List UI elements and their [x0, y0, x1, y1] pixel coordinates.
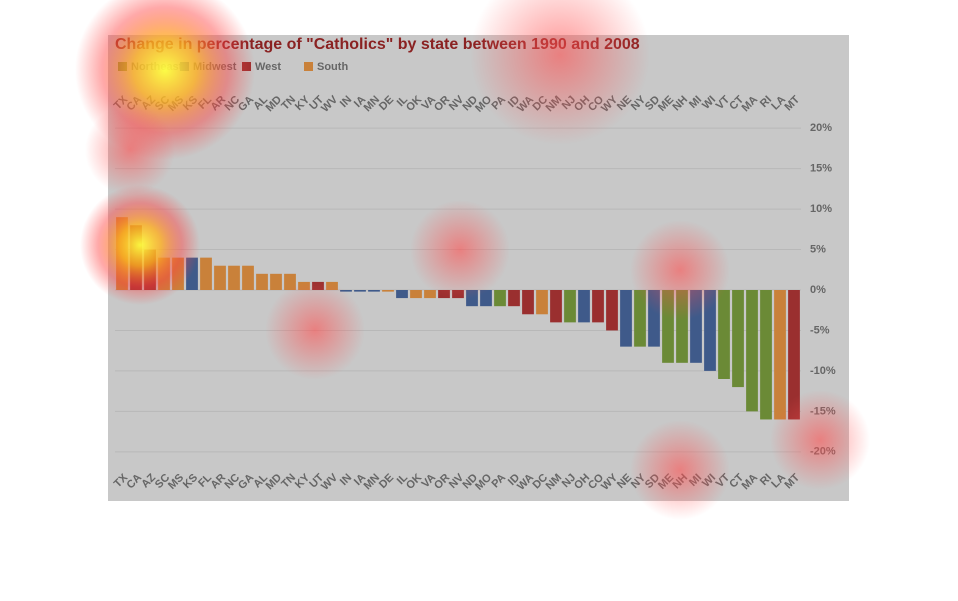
bar [704, 290, 716, 371]
bar [396, 290, 408, 299]
bar [228, 265, 240, 290]
bar [648, 290, 660, 347]
bar [368, 290, 380, 292]
bar [144, 249, 156, 290]
bar [214, 265, 226, 290]
legend-swatch [304, 62, 313, 71]
bar [410, 290, 422, 299]
legend-label: Northeast [131, 61, 183, 73]
y-tick-label: -5% [810, 324, 830, 336]
bar [256, 273, 268, 290]
bar [172, 257, 184, 290]
legend-swatch [242, 62, 251, 71]
bar [382, 290, 394, 292]
bar [242, 265, 254, 290]
bar [270, 273, 282, 290]
bar [760, 290, 772, 420]
bar [298, 281, 310, 290]
bar [508, 290, 520, 307]
bar [130, 225, 142, 290]
bar [690, 290, 702, 363]
bar [550, 290, 562, 323]
bar [480, 290, 492, 307]
y-tick-label: -20% [810, 446, 836, 458]
bar [452, 290, 464, 299]
bar [662, 290, 674, 363]
bar [606, 290, 618, 331]
legend-swatch [118, 62, 127, 71]
y-tick-label: 20% [810, 122, 832, 134]
bar [732, 290, 744, 388]
bar [578, 290, 590, 323]
bar [200, 257, 212, 290]
legend-swatch [180, 62, 189, 71]
bar [340, 290, 352, 292]
bar [774, 290, 786, 420]
bar [634, 290, 646, 347]
bar [354, 290, 366, 292]
legend-label: Midwest [193, 61, 237, 73]
bar [326, 281, 338, 290]
bar [424, 290, 436, 299]
y-tick-label: 5% [810, 243, 826, 255]
bar [116, 217, 128, 290]
y-tick-label: -10% [810, 365, 836, 377]
chart-title: Change in percentage of "Catholics" by s… [115, 36, 640, 53]
y-tick-label: 10% [810, 203, 832, 215]
bar [284, 273, 296, 290]
bar [746, 290, 758, 412]
bar [186, 257, 198, 290]
legend-label: South [317, 61, 348, 73]
bar [494, 290, 506, 307]
bar [536, 290, 548, 315]
y-tick-label: 0% [810, 284, 826, 296]
bar [620, 290, 632, 347]
bar [564, 290, 576, 323]
legend-label: West [255, 61, 281, 73]
bar [676, 290, 688, 363]
bar [718, 290, 730, 379]
bar [438, 290, 450, 299]
y-tick-label: 15% [810, 163, 832, 175]
bar [522, 290, 534, 315]
bar [592, 290, 604, 323]
bar [312, 281, 324, 290]
bar [466, 290, 478, 307]
bar [158, 257, 170, 290]
y-tick-label: -15% [810, 405, 836, 417]
bar [788, 290, 800, 420]
